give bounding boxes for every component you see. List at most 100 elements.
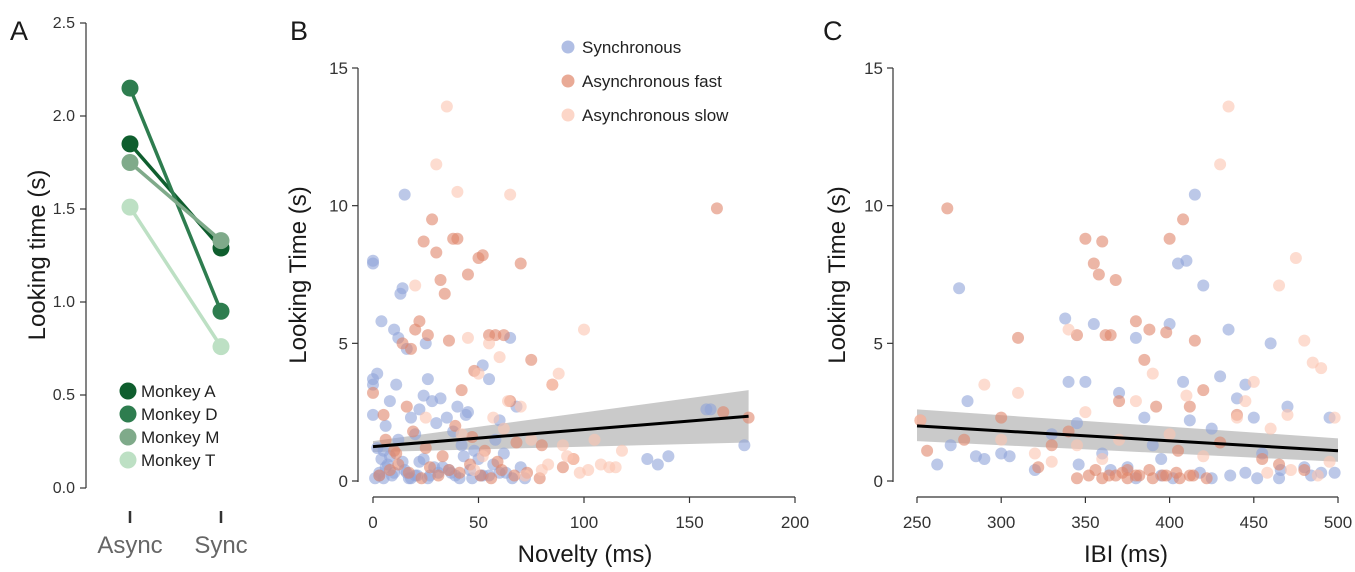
y-tick-label: 10 bbox=[329, 197, 348, 216]
panel-c-fit-line bbox=[916, 424, 1339, 453]
data-point bbox=[432, 469, 445, 482]
data-point bbox=[483, 337, 496, 350]
data-point bbox=[390, 378, 403, 391]
data-point bbox=[995, 411, 1008, 424]
data-point bbox=[451, 185, 464, 198]
data-point bbox=[497, 447, 510, 460]
data-point bbox=[502, 395, 515, 408]
x-tick-label: 450 bbox=[1240, 513, 1268, 532]
data-point bbox=[417, 452, 430, 465]
regression-line bbox=[916, 424, 1339, 453]
panel-b-legend: Synchronous Asynchronous fast Asynchronous… bbox=[561, 38, 729, 125]
data-point bbox=[546, 378, 559, 391]
panel-c-points bbox=[914, 100, 1341, 485]
data-point bbox=[1096, 452, 1109, 465]
data-point bbox=[1143, 323, 1156, 336]
data-point bbox=[1183, 414, 1196, 427]
panel-b-xlabel: Novelty (ms) bbox=[518, 541, 653, 568]
data-point bbox=[455, 439, 468, 452]
data-point bbox=[1028, 447, 1041, 460]
data-point bbox=[426, 213, 439, 226]
data-point bbox=[367, 254, 379, 267]
x-tick-label: 0 bbox=[368, 513, 377, 532]
data-point bbox=[121, 154, 139, 171]
data-point bbox=[1116, 466, 1129, 479]
data-point bbox=[1230, 411, 1243, 424]
data-point bbox=[1089, 463, 1102, 476]
data-point bbox=[651, 458, 664, 471]
data-point bbox=[1109, 274, 1122, 287]
data-point bbox=[373, 469, 386, 482]
data-point bbox=[1197, 450, 1210, 463]
panel-b-points bbox=[367, 100, 755, 485]
data-point bbox=[1180, 254, 1193, 267]
data-point bbox=[367, 378, 379, 391]
data-point bbox=[1239, 395, 1252, 408]
panel-letter-a: A bbox=[10, 16, 28, 46]
legend-label: Monkey T bbox=[141, 451, 215, 470]
data-point bbox=[367, 408, 379, 421]
legend-label: Synchronous bbox=[582, 38, 681, 57]
data-point bbox=[375, 315, 388, 328]
data-point bbox=[1281, 408, 1294, 421]
data-point bbox=[1079, 406, 1092, 419]
data-point bbox=[1079, 232, 1092, 245]
data-point bbox=[212, 338, 230, 356]
data-point bbox=[1155, 452, 1168, 465]
data-point bbox=[121, 79, 139, 97]
data-point bbox=[961, 395, 974, 408]
data-point bbox=[421, 373, 434, 386]
data-point bbox=[1273, 472, 1286, 485]
data-point bbox=[1096, 235, 1109, 248]
data-point bbox=[1205, 422, 1218, 435]
data-point bbox=[402, 466, 415, 479]
data-point bbox=[1092, 268, 1105, 281]
legend-marker bbox=[119, 382, 137, 400]
data-point bbox=[1072, 458, 1085, 471]
data-point bbox=[413, 403, 426, 416]
data-point bbox=[419, 411, 432, 424]
data-point bbox=[1102, 469, 1115, 482]
data-point bbox=[1104, 329, 1117, 342]
data-point bbox=[535, 439, 548, 452]
x-tick-label: 350 bbox=[1071, 513, 1099, 532]
data-point bbox=[1188, 188, 1201, 201]
data-point bbox=[1214, 370, 1227, 383]
data-point bbox=[367, 386, 379, 399]
data-point bbox=[1070, 417, 1083, 430]
data-point bbox=[958, 433, 971, 446]
data-point bbox=[525, 433, 538, 446]
data-point bbox=[483, 373, 496, 386]
data-point bbox=[430, 417, 443, 430]
data-point bbox=[1079, 375, 1092, 388]
y-tick-label: 10 bbox=[864, 197, 883, 216]
y-tick-label: 0.0 bbox=[53, 480, 75, 497]
legend-label: Monkey A bbox=[141, 382, 216, 401]
data-point bbox=[561, 450, 574, 463]
x-tick-label: 100 bbox=[570, 513, 598, 532]
data-point bbox=[455, 428, 468, 441]
data-point bbox=[451, 232, 464, 245]
data-point bbox=[1224, 469, 1237, 482]
data-point bbox=[472, 367, 485, 380]
data-point bbox=[1177, 213, 1190, 226]
data-point bbox=[489, 329, 502, 342]
data-point bbox=[704, 403, 717, 416]
data-point bbox=[1188, 334, 1201, 347]
data-point bbox=[1328, 411, 1341, 424]
data-point bbox=[1138, 353, 1151, 366]
y-tick-label: 1.0 bbox=[53, 294, 75, 311]
legend-marker bbox=[119, 428, 137, 446]
panel-c-xlabel: IBI (ms) bbox=[1084, 541, 1168, 568]
data-point bbox=[552, 367, 565, 380]
y-tick-label: 2.5 bbox=[53, 15, 75, 32]
data-point bbox=[121, 198, 139, 216]
y-tick-label: 0 bbox=[874, 472, 883, 491]
y-tick-label: 15 bbox=[329, 59, 348, 78]
data-point bbox=[1146, 367, 1159, 380]
data-point bbox=[1163, 428, 1176, 441]
y-tick-label: 15 bbox=[864, 59, 883, 78]
x-tick-label: 500 bbox=[1324, 513, 1352, 532]
data-point bbox=[931, 458, 944, 471]
data-point bbox=[392, 433, 405, 446]
